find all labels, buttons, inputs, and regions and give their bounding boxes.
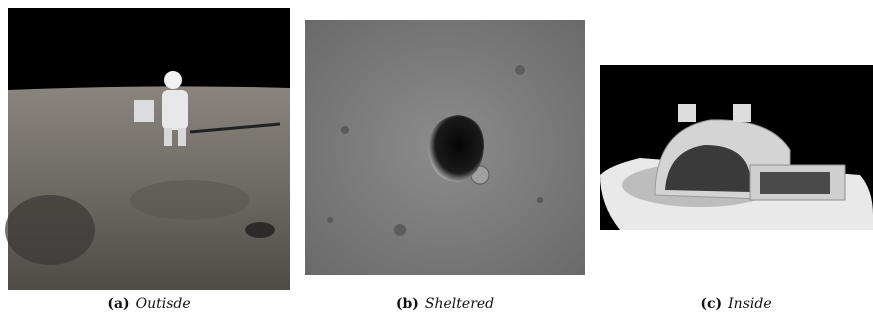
image-sheltered xyxy=(305,20,585,275)
figure-images xyxy=(0,0,873,322)
panel-caption: Inside xyxy=(728,296,771,312)
image-outside xyxy=(5,8,290,290)
figure-page: (a)Outisde (b)Sheltered (c)Inside (() =>… xyxy=(0,0,873,322)
panel-label: (c) xyxy=(700,296,722,312)
panel-caption: Sheltered xyxy=(425,296,494,312)
panel-label: (a) xyxy=(107,296,129,312)
caption-b: (b) Sheltered xyxy=(396,296,494,312)
image-inside xyxy=(600,65,873,230)
caption-c: (c) Inside xyxy=(700,296,771,312)
panel-label: (b) xyxy=(396,296,419,312)
caption-a: (a) Outisde xyxy=(107,296,190,312)
panel-caption: Outisde xyxy=(136,296,191,312)
